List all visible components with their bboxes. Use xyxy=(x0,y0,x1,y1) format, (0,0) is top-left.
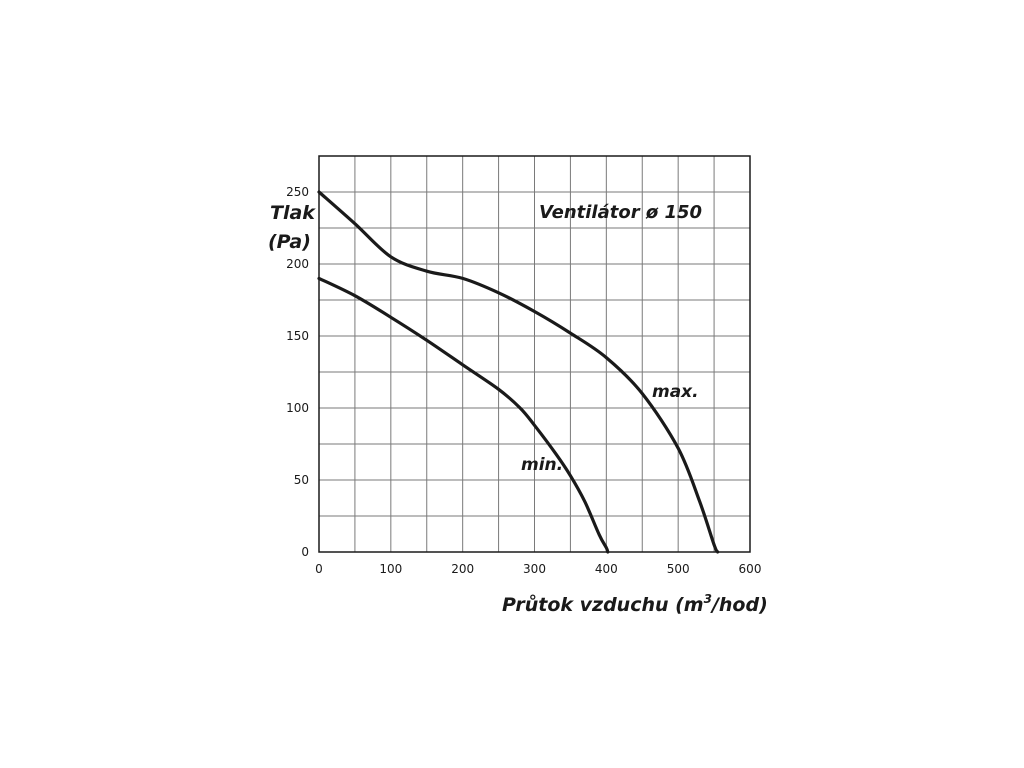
grid xyxy=(319,156,750,552)
y-axis-title-line2: (Pa) xyxy=(268,231,311,253)
y-tick-label: 250 xyxy=(286,185,309,199)
y-tick-label: 0 xyxy=(301,545,309,559)
series-line-min xyxy=(317,276,610,554)
series-label-max: max. xyxy=(652,382,699,402)
x-tick-label: 500 xyxy=(667,562,690,576)
plot-frame xyxy=(318,155,751,553)
tick-labels: 0 100 200 300 400 500 600 0 50 100 150 200 250 xyxy=(286,185,761,576)
series-line-max xyxy=(317,190,720,554)
y-tick-label: 150 xyxy=(286,329,309,343)
series-label-min: min. xyxy=(521,455,563,475)
x-tick-label: 200 xyxy=(451,562,474,576)
x-tick-label: 300 xyxy=(523,562,546,576)
y-tick-label: 200 xyxy=(286,257,309,271)
x-axis-title-end: /hod) xyxy=(710,594,768,616)
x-axis-title: Průtok vzduchu (m3/hod) xyxy=(502,592,768,616)
x-axis-title-main: Průtok vzduchu (m xyxy=(502,593,704,616)
x-tick-label: 100 xyxy=(379,562,402,576)
x-tick-label: 0 xyxy=(315,562,323,576)
x-axis-title-sup: 3 xyxy=(704,592,712,606)
x-tick-label: 400 xyxy=(595,562,618,576)
series-lines xyxy=(317,190,720,554)
chart-title: Ventilátor ø 150 xyxy=(539,202,702,223)
x-tick-label: 600 xyxy=(739,562,762,576)
y-tick-label: 100 xyxy=(286,401,309,415)
y-axis-title-line1: Tlak xyxy=(270,202,316,224)
y-tick-label: 50 xyxy=(294,473,309,487)
